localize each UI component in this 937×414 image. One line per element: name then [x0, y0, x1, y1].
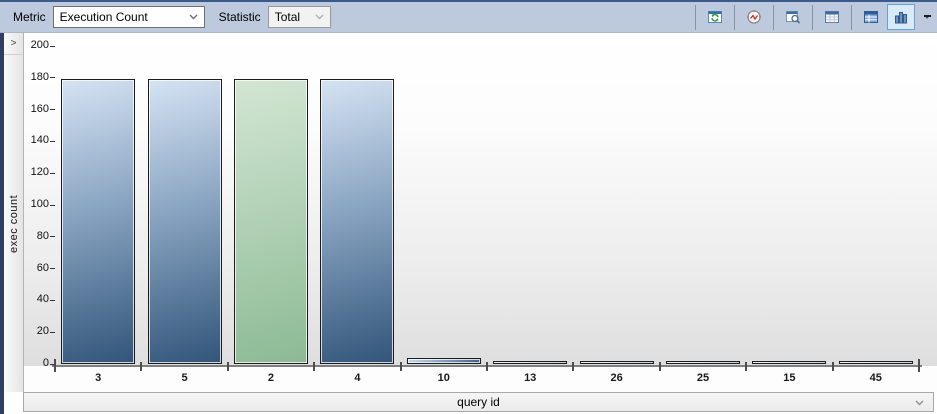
toolbar-separator: [734, 4, 735, 30]
x-axis-tick: [831, 362, 834, 371]
y-tick-label: 140: [30, 134, 49, 147]
x-tick-label: 4: [354, 372, 361, 384]
preview-grid-icon: [786, 11, 801, 24]
bar[interactable]: [666, 360, 740, 364]
table-grid-icon: [864, 11, 878, 23]
bar[interactable]: [406, 357, 481, 364]
metric-label: Metric: [13, 10, 46, 24]
x-axis-tick: [658, 362, 661, 371]
y-tick-mark: [50, 172, 55, 174]
x-axis-tick: [226, 362, 229, 371]
plot-area: 0 20 40 60 80 100 120 140 160 180 200 3 5 2 4 10 13 26 25 1…: [24, 33, 937, 392]
bar[interactable]: [147, 79, 222, 364]
x-tick-label: 25: [696, 372, 710, 384]
grid-header-icon: [825, 11, 839, 23]
x-tick-label: 3: [95, 372, 102, 384]
x-axis-selector[interactable]: query id: [23, 392, 934, 412]
toolbar-separator: [812, 4, 813, 30]
chevron-down-icon: [189, 14, 198, 20]
y-tick-label: 40: [36, 293, 49, 306]
x-axis-tick: [572, 362, 575, 371]
y-tick-mark: [50, 268, 55, 270]
x-tick-label: 5: [181, 372, 188, 384]
left-edge-strip: [0, 33, 4, 414]
x-axis-tick: [399, 362, 402, 371]
y-tick-mark: [50, 363, 55, 365]
y-tick-label: 80: [36, 229, 49, 242]
x-tick-label: 2: [267, 372, 275, 384]
x-tick-label: 26: [610, 372, 623, 384]
y-tick-label: 60: [36, 261, 49, 274]
table-view-button[interactable]: [859, 5, 883, 29]
y-tick-label: 100: [30, 198, 49, 210]
toolbar-separator: [773, 4, 774, 30]
bar[interactable]: [320, 79, 395, 364]
y-tick-label: 180: [30, 70, 49, 83]
x-tick-label: 15: [783, 372, 796, 384]
expand-panel-button[interactable]: >: [4, 33, 23, 55]
bar[interactable]: [493, 360, 568, 364]
toolbar-separator: [695, 4, 696, 30]
y-tick-mark: [50, 299, 55, 301]
x-tick-label: 10: [437, 372, 450, 384]
y-tick-label: 20: [36, 325, 49, 338]
refresh-button[interactable]: [703, 5, 727, 29]
x-axis-tick: [918, 359, 920, 372]
bar[interactable]: [234, 79, 308, 364]
bar[interactable]: [61, 79, 136, 364]
x-axis-tick: [745, 362, 748, 371]
refresh-icon: [708, 11, 722, 23]
chevron-down-icon: [315, 14, 324, 20]
bar[interactable]: [838, 360, 913, 364]
x-axis-tick: [313, 362, 316, 371]
y-tick-mark: [50, 204, 55, 206]
chevron-down-icon: [924, 15, 930, 19]
x-axis-tick: [486, 362, 488, 371]
grid-view-button[interactable]: [820, 5, 844, 29]
chart-region: 0 20 40 60 80 100 120 140 160 180 200 3 5 2 4 10 13 26 25 1…: [24, 33, 937, 392]
metric-value: Execution Count: [59, 10, 148, 24]
statistic-select[interactable]: Total: [267, 6, 331, 28]
y-tick-mark: [50, 331, 55, 333]
bar[interactable]: [579, 360, 654, 364]
y-axis-title: exec count: [7, 194, 20, 253]
x-tick-label: 45: [869, 372, 882, 384]
collapsed-side-panel: > exec count: [4, 33, 24, 392]
x-tick-label: 13: [524, 372, 537, 384]
chevron-down-icon: [915, 400, 924, 406]
statistic-label: Statistic: [218, 10, 261, 24]
bar[interactable]: [752, 360, 827, 364]
x-axis-label: query id: [457, 395, 500, 409]
x-axis-tick: [54, 359, 56, 372]
toolbar: Metric Execution Count Statistic Total: [0, 0, 937, 33]
overflow-bar: [923, 15, 931, 17]
y-tick-label: 200: [30, 39, 49, 51]
gauge-icon: [747, 10, 761, 24]
performance-gauge-button[interactable]: [742, 5, 766, 29]
chart-view-button[interactable]: [887, 4, 915, 30]
y-tick-label: 160: [30, 102, 49, 115]
y-tick-mark: [50, 45, 55, 47]
preview-grid-button[interactable]: [781, 5, 805, 29]
x-axis-tick: [140, 362, 143, 371]
metric-select[interactable]: Execution Count: [52, 6, 205, 28]
y-tick-label: 0: [42, 357, 49, 369]
toolbar-separator: [851, 4, 852, 30]
y-tick-mark: [50, 140, 55, 142]
bar-chart-icon: [895, 12, 907, 24]
y-tick-label: 120: [30, 166, 49, 179]
toolbar-button-group: [690, 2, 933, 32]
toolbar-overflow-button[interactable]: [921, 6, 933, 28]
y-tick-mark: [50, 109, 55, 111]
y-tick-mark: [50, 77, 55, 79]
y-tick-mark: [50, 236, 55, 238]
statistic-value: Total: [274, 10, 301, 24]
